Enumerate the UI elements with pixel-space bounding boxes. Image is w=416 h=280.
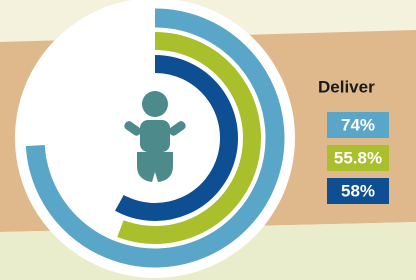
value-label: 58% bbox=[341, 181, 375, 200]
value-label: 74% bbox=[341, 115, 375, 134]
value-label: 55.8% bbox=[334, 148, 382, 167]
value-labels: 74% 55.8% 58% bbox=[327, 112, 389, 204]
chart: Deliver 74% 55.8% 58% bbox=[0, 0, 416, 280]
title: Deliver bbox=[318, 77, 375, 96]
